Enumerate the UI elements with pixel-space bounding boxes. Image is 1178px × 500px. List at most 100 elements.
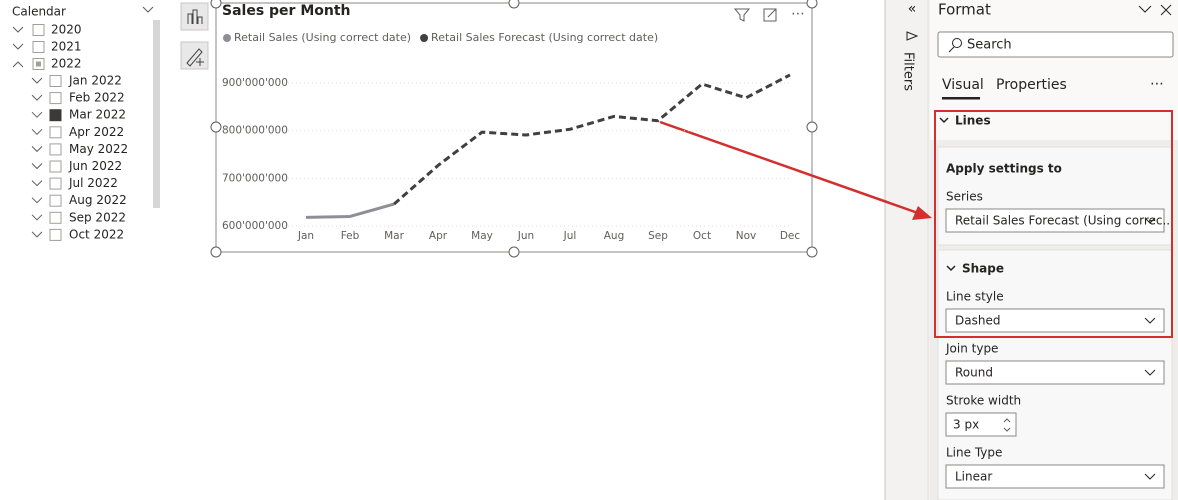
field-label: Series bbox=[946, 190, 983, 204]
chevron[interactable] bbox=[12, 43, 24, 50]
checkbox[interactable] bbox=[49, 177, 62, 190]
slicer-item[interactable]: Apr 2022 bbox=[69, 125, 124, 139]
tab[interactable]: Properties bbox=[996, 77, 1067, 93]
spin-arrows[interactable] bbox=[1003, 418, 1011, 432]
x-tick-label: May bbox=[471, 230, 493, 242]
search-placeholder: Search bbox=[967, 38, 1012, 53]
field-label: Line style bbox=[946, 290, 1004, 304]
slicer-item[interactable]: Jan 2022 bbox=[68, 74, 122, 88]
resize-handle[interactable] bbox=[210, 0, 222, 9]
dropdown[interactable]: Round bbox=[945, 360, 1165, 385]
dropdown-value: Round bbox=[955, 366, 993, 380]
checkbox[interactable] bbox=[32, 24, 45, 36]
icon bbox=[186, 48, 204, 67]
x-tick-label: Aug bbox=[604, 230, 625, 242]
chevron[interactable] bbox=[12, 26, 24, 33]
tab-underline bbox=[942, 97, 980, 100]
chevron[interactable] bbox=[31, 180, 43, 187]
card-heading[interactable]: Shape bbox=[962, 262, 1004, 276]
slicer-item[interactable]: 2022 bbox=[51, 57, 82, 71]
x-tick-label: Jul bbox=[563, 230, 577, 242]
slicer-title: Calendar bbox=[12, 5, 66, 19]
y-tick-label: 700'000'000 bbox=[222, 172, 288, 184]
slicer-item[interactable]: Sep 2022 bbox=[69, 210, 126, 224]
chevron bbox=[1144, 317, 1156, 324]
slicer-item[interactable]: Oct 2022 bbox=[69, 227, 124, 241]
x-tick-label: Jun bbox=[517, 230, 534, 242]
chevron[interactable] bbox=[31, 77, 43, 84]
tab[interactable]: Visual bbox=[942, 77, 984, 93]
checkbox[interactable] bbox=[49, 75, 62, 87]
filters-label[interactable]: Filters bbox=[901, 52, 916, 91]
slicer-item[interactable]: Jul 2022 bbox=[68, 176, 118, 190]
format-visual-button[interactable] bbox=[180, 41, 209, 70]
x-tick-label: Feb bbox=[341, 230, 360, 242]
resize-handle[interactable] bbox=[210, 246, 222, 258]
slicer-item[interactable]: Feb 2022 bbox=[69, 91, 125, 105]
checkbox[interactable] bbox=[49, 109, 62, 122]
slicer-item[interactable]: 2020 bbox=[51, 23, 82, 37]
chevron[interactable] bbox=[31, 231, 43, 238]
chevron bbox=[142, 6, 154, 13]
checkbox[interactable] bbox=[49, 211, 62, 224]
more-options[interactable]: ⋯ bbox=[791, 6, 805, 22]
checkbox-partial bbox=[36, 61, 41, 67]
search-icon bbox=[952, 38, 962, 48]
resize-handle[interactable] bbox=[508, 246, 520, 258]
search-icon bbox=[948, 46, 955, 53]
chevron[interactable] bbox=[31, 163, 43, 170]
resize-handle[interactable] bbox=[508, 0, 520, 9]
build-visual-button[interactable] bbox=[180, 2, 209, 31]
slicer-item[interactable]: Aug 2022 bbox=[69, 193, 127, 207]
pane-icons[interactable] bbox=[1138, 4, 1172, 16]
collapse-icon[interactable]: « bbox=[908, 1, 917, 17]
chevron[interactable] bbox=[31, 146, 43, 153]
series-line bbox=[393, 73, 791, 206]
chevron[interactable] bbox=[31, 128, 43, 136]
resize-handle[interactable] bbox=[210, 121, 222, 133]
filter-icon[interactable] bbox=[733, 8, 751, 22]
spin-box[interactable] bbox=[945, 412, 1017, 437]
slicer-item[interactable]: Jun 2022 bbox=[68, 159, 122, 173]
x-tick-label: Dec bbox=[780, 230, 801, 242]
y-tick-label: 800'000'000 bbox=[222, 125, 288, 137]
chevron[interactable] bbox=[31, 197, 43, 204]
resize-handle[interactable] bbox=[806, 121, 818, 133]
slicer-item[interactable]: 2021 bbox=[51, 40, 82, 54]
checkbox[interactable] bbox=[49, 160, 62, 173]
search-box[interactable] bbox=[937, 31, 1174, 58]
checkbox[interactable] bbox=[49, 228, 62, 241]
dropdown-box bbox=[945, 308, 1165, 333]
y-tick-label: 900'000'000 bbox=[222, 77, 288, 89]
dropdown[interactable]: Dashed bbox=[945, 308, 1165, 333]
filter-icon bbox=[906, 31, 919, 41]
resize-handle[interactable] bbox=[806, 0, 818, 9]
focus-icon[interactable] bbox=[763, 8, 777, 22]
icon bbox=[187, 9, 203, 24]
resize-handle[interactable] bbox=[806, 246, 818, 258]
chevron[interactable] bbox=[31, 214, 43, 221]
chevron[interactable] bbox=[31, 94, 43, 101]
chart-title: Sales per Month bbox=[222, 3, 351, 19]
x-tick-label: Nov bbox=[736, 230, 757, 242]
highlight-box bbox=[934, 110, 1173, 338]
slicer-item[interactable]: Mar 2022 bbox=[69, 108, 126, 122]
chevron bbox=[1144, 217, 1156, 224]
checkbox[interactable] bbox=[49, 143, 62, 156]
dropdown[interactable]: Retail Sales Forecast (Using correc... bbox=[945, 208, 1174, 233]
checkbox[interactable] bbox=[49, 92, 62, 105]
section-header[interactable]: Lines bbox=[955, 114, 991, 128]
checkbox[interactable] bbox=[49, 194, 62, 207]
chevron[interactable] bbox=[31, 111, 43, 118]
pane-title: Format bbox=[938, 1, 991, 19]
slicer-item[interactable]: May 2022 bbox=[69, 142, 128, 156]
field-label: Stroke width bbox=[946, 394, 1021, 408]
dropdown[interactable]: Linear bbox=[945, 464, 1165, 489]
series-line bbox=[305, 202, 395, 219]
checkbox[interactable] bbox=[32, 41, 45, 53]
checkbox[interactable] bbox=[49, 126, 62, 139]
more-options[interactable]: ⋯ bbox=[1150, 76, 1164, 92]
x-tick-label: Apr bbox=[429, 230, 448, 242]
chevron[interactable] bbox=[12, 61, 24, 68]
